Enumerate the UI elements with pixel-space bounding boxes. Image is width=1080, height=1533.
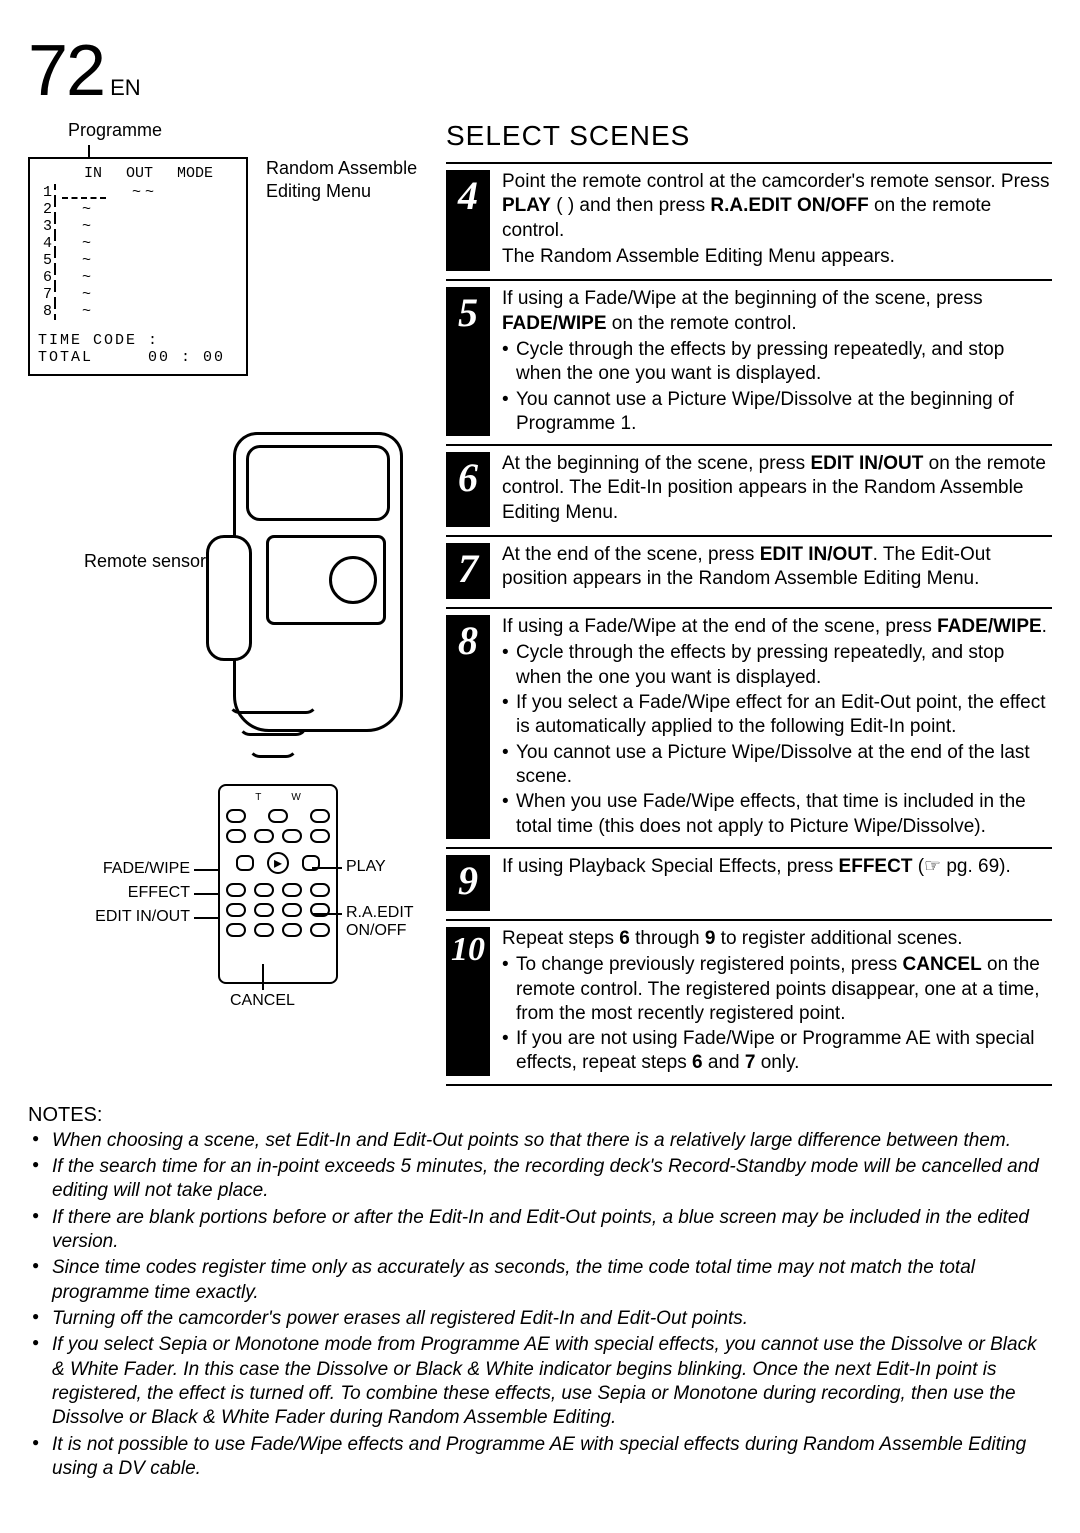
menu-total-label: TOTAL (38, 349, 93, 366)
ir-waves-icon (228, 702, 318, 768)
note-item: If the search time for an in-point excee… (28, 1155, 1052, 1204)
menu-total-value: 00 : 00 (148, 349, 225, 366)
illustration-area: Remote sensor TW ▸ PLAY R.A.EDIT ON/OFF … (28, 446, 428, 1006)
step-number: 5 (446, 287, 490, 436)
note-item: If you select Sepia or Monotone mode fro… (28, 1333, 1052, 1430)
raedit-label-1: R.A.EDIT (346, 904, 414, 922)
note-item: Since time codes register time only as a… (28, 1256, 1052, 1305)
step-9: 9 If using Playback Special Effects, pre… (446, 847, 1052, 919)
menu-timecode: TIME CODE : (38, 332, 238, 349)
effect-label: EFFECT (128, 884, 190, 902)
step-6: 6 At the beginning of the scene, press E… (446, 444, 1052, 535)
page-ref-icon (924, 856, 946, 877)
step-number: 8 (446, 615, 490, 839)
programme-connector (88, 145, 90, 157)
cancel-label: CANCEL (230, 992, 295, 1010)
step-number: 9 (446, 855, 490, 911)
step-number: 6 (446, 452, 490, 527)
page-lang: EN (110, 75, 141, 101)
menu-heading-out: OUT (126, 165, 153, 182)
note-item: It is not possible to use Fade/Wipe effe… (28, 1433, 1052, 1482)
step-5: 5 If using a Fade/Wipe at the beginning … (446, 279, 1052, 444)
remote-control-icon: TW ▸ (218, 784, 338, 984)
raedit-label-2: ON/OFF (346, 922, 406, 940)
section-title: SELECT SCENES (446, 120, 1052, 152)
assemble-menu-box: IN OUT MODE 1~~ 2~ 3~ 4~ 5~ 6~ 7~ 8~ TIM… (28, 157, 248, 376)
step-8: 8 If using a Fade/Wipe at the end of the… (446, 607, 1052, 847)
note-item: When choosing a scene, set Edit-In and E… (28, 1129, 1052, 1153)
left-column: Programme IN OUT MODE 1~~ 2~ 3~ 4~ 5~ 6~… (28, 120, 428, 1006)
step-4: 4 Point the remote control at the camcor… (446, 162, 1052, 279)
step-10: 10 Repeat steps 6 through 9 to register … (446, 919, 1052, 1086)
right-column: SELECT SCENES 4 Point the remote control… (446, 120, 1052, 1086)
play-label: PLAY (346, 858, 386, 876)
notes-section: When choosing a scene, set Edit-In and E… (28, 1129, 1052, 1481)
note-item: If there are blank portions before or af… (28, 1206, 1052, 1255)
step-number: 10 (446, 927, 490, 1076)
page-number: 72 (28, 30, 104, 112)
page-header: 72 EN (28, 30, 1052, 112)
fadewipe-label: FADE/WIPE (103, 860, 190, 878)
camcorder-icon (233, 432, 403, 732)
menu-heading-in: IN (84, 165, 102, 182)
programme-label: Programme (68, 120, 428, 141)
step-number: 4 (446, 170, 490, 271)
menu-caption: Random Assemble Editing Menu (266, 157, 426, 202)
menu-heading-mode: MODE (177, 165, 213, 182)
step-7: 7 At the end of the scene, press EDIT IN… (446, 535, 1052, 607)
remote-sensor-label: Remote sensor (84, 551, 206, 572)
note-item: Turning off the camcorder's power erases… (28, 1307, 1052, 1331)
notes-heading: NOTES: (28, 1104, 1052, 1127)
step-number: 7 (446, 543, 490, 599)
editinout-label: EDIT IN/OUT (95, 908, 190, 926)
